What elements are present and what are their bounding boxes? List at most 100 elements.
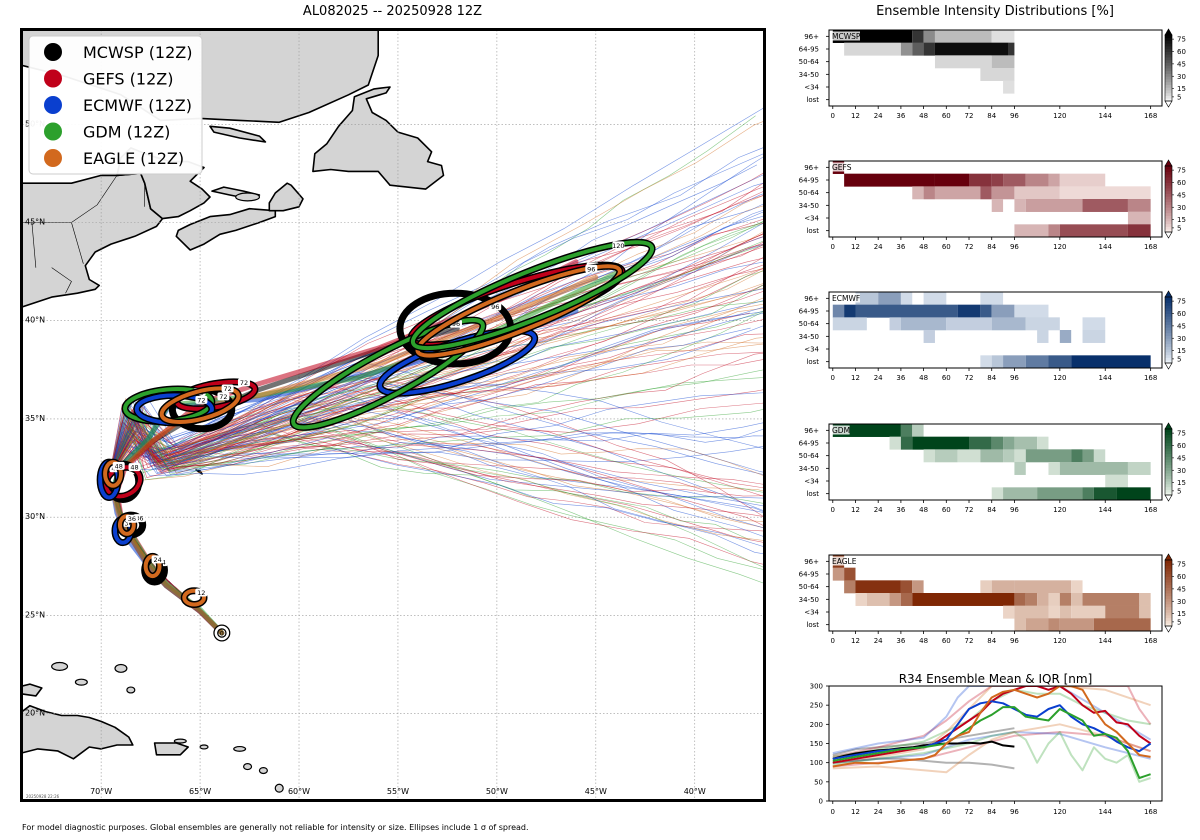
- colorbar-step: [1165, 87, 1172, 91]
- member-track: [108, 269, 764, 634]
- ellipse-label-bg: [217, 392, 230, 401]
- heatmap-x-label: 0: [831, 374, 835, 382]
- legend-label-eagle: EAGLE (12Z): [83, 149, 184, 168]
- r34-x-label: 96: [1010, 808, 1019, 816]
- colorbar-step: [1165, 51, 1172, 55]
- heatmap-cell: [1014, 199, 1026, 212]
- heatmap-x-label: 84: [987, 506, 996, 514]
- heatmap-frame: [828, 29, 1163, 107]
- member-track: [108, 371, 764, 634]
- heatmap-y-label: 34-50: [799, 333, 819, 341]
- initial-position-marker: [214, 625, 230, 641]
- colorbar-step: [1165, 489, 1172, 493]
- colorbar-step: [1165, 98, 1172, 102]
- member-track: [108, 351, 764, 634]
- heatmap-y-label: 64-95: [799, 308, 819, 316]
- ellipse-label-bg: [193, 388, 206, 397]
- member-track: [108, 400, 764, 634]
- land-polygon: [22, 704, 134, 760]
- member-track: [108, 244, 764, 634]
- longitude-tick-label: 60°W: [288, 787, 310, 796]
- member-track: [108, 194, 764, 634]
- ellipse-label-bg: [133, 514, 146, 523]
- ellipse-label-bg: [612, 241, 625, 250]
- heatmap-cell: [1048, 224, 1060, 238]
- ellipse-label: 72: [223, 385, 231, 393]
- member-track: [108, 407, 764, 634]
- colorbar-tick-label: 45: [1177, 60, 1186, 68]
- heatmap-cell: [1014, 618, 1026, 632]
- colorbar-step: [1165, 451, 1172, 455]
- island: [199, 744, 209, 750]
- colorbar-tick-label: 30: [1177, 73, 1186, 81]
- heatmap-cell: [923, 186, 935, 200]
- heatmap-cell: [1093, 449, 1106, 463]
- colorbar-tick-label: 75: [1177, 561, 1186, 569]
- heatmap-cell: [900, 436, 913, 450]
- colorbar-step: [1165, 59, 1172, 63]
- heatmap-cell: [1059, 224, 1128, 238]
- colorbar-tick-label: 30: [1177, 204, 1186, 212]
- colorbar-step: [1165, 297, 1172, 301]
- longitude-tick-label: 45°W: [585, 787, 607, 796]
- member-track: [108, 413, 717, 634]
- colorbar-step: [1165, 341, 1172, 345]
- member-track: [108, 392, 764, 634]
- heatmap-cell: [1082, 199, 1128, 212]
- heatmap-frame: [828, 423, 1163, 501]
- heatmap-x-label: 24: [874, 112, 883, 120]
- member-track: [108, 190, 764, 634]
- heatmap-cell: [991, 55, 1015, 69]
- colorbar-frame: [1164, 559, 1173, 627]
- latitude-tick-label: 25°N: [25, 610, 45, 619]
- colorbar-step: [1165, 92, 1172, 96]
- heatmap-y-label: <34: [804, 609, 819, 617]
- heatmap-bg: [829, 555, 1162, 631]
- colorbar-step: [1165, 35, 1172, 39]
- member-track: [108, 417, 764, 634]
- colorbar-step: [1165, 201, 1172, 205]
- ellipse-label-bg: [195, 395, 208, 404]
- heatmap-y-label: <34: [804, 215, 819, 223]
- heatmap-cell: [1037, 593, 1049, 606]
- legend: MCWSP (12Z) GEFS (12Z) ECMWF (12Z) GDM (12Z…: [28, 35, 203, 175]
- map-frame: [20, 28, 766, 802]
- ellipse-label: 96: [587, 265, 595, 273]
- heatmap-cell: [889, 436, 901, 450]
- heatmap-cell: [1127, 211, 1151, 225]
- colorbar-step: [1165, 168, 1172, 172]
- heatmap-y-label: 34-50: [799, 596, 819, 604]
- heatmap-y-label: lost: [806, 227, 819, 235]
- heatmap-x-label: 60: [942, 374, 951, 382]
- colorbar-step: [1165, 174, 1172, 178]
- heatmap-x-label: 120: [1053, 243, 1066, 251]
- ellipse-label: 96: [588, 263, 596, 271]
- heatmap-cell: [980, 304, 992, 318]
- colorbar-step: [1165, 68, 1172, 72]
- member-track: [108, 211, 764, 634]
- heatmap-cell: [934, 42, 1009, 56]
- member-track: [108, 422, 764, 634]
- heatmap-cell: [900, 580, 913, 594]
- colorbar-step: [1165, 215, 1172, 219]
- longitude-tick-label: 50°W: [486, 787, 508, 796]
- colorbar-step: [1165, 462, 1172, 466]
- colorbar-step: [1165, 62, 1172, 66]
- colorbar-step: [1165, 218, 1172, 222]
- map-title: AL082025 -- 20250928 12Z: [302, 4, 483, 19]
- heatmap-cell: [912, 436, 970, 450]
- land-polygon: [22, 30, 380, 124]
- r34-title: R34 Ensemble Mean & IQR [nm]: [899, 672, 1093, 686]
- colorbar-step: [1165, 434, 1172, 438]
- member-track: [108, 222, 764, 634]
- map-gridlines: [22, 30, 764, 800]
- member-track: [108, 172, 764, 634]
- r34-p75-gdm: [832, 688, 1151, 758]
- member-track: [108, 222, 764, 634]
- heatmap-panel-gefs: GEFS lost <34 34-50 50-64 64-95 96+ 0 12 24 36 48 60…: [799, 159, 1186, 251]
- heatmap-model-label-bg: [830, 293, 860, 303]
- heatmap-model-label-bg: [830, 556, 860, 566]
- ellipse-label-bg: [489, 302, 502, 311]
- ellipse-gefs: [409, 263, 625, 347]
- heatmap-panel-mcwsp: MCWSP lost <34 34-50 50-64 64-95 96+ 0 12 24 36 48 6…: [799, 28, 1186, 120]
